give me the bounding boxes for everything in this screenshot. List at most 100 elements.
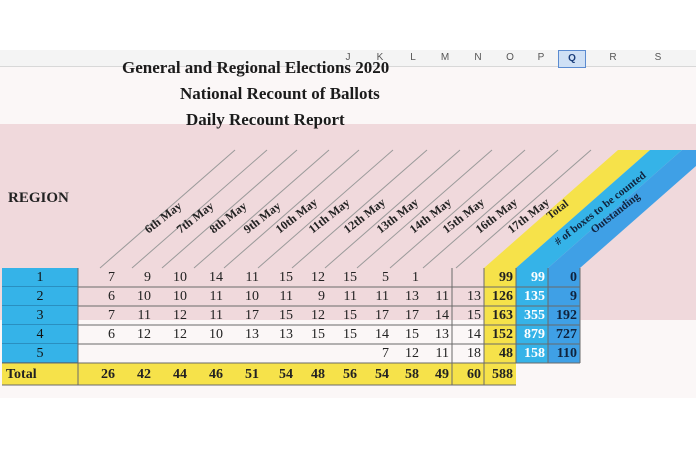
total-cell[interactable]: 126 (484, 287, 516, 306)
value-cell[interactable]: 6 (108, 327, 115, 342)
column-header-N[interactable]: N (474, 52, 482, 63)
total-value-cell[interactable]: 58 (405, 367, 419, 382)
value-cell[interactable]: 6 (108, 289, 115, 304)
total-row-background (2, 363, 516, 385)
column-header-P[interactable]: P (537, 52, 545, 63)
boxes-cell[interactable]: 158 (516, 344, 548, 363)
value-cell[interactable]: 11 (435, 289, 449, 304)
value-cell[interactable]: 12 (405, 346, 419, 361)
boxes-cell[interactable]: 99 (516, 268, 548, 287)
column-header-Q-selected[interactable]: Q (558, 50, 586, 68)
value-cell[interactable] (422, 268, 452, 287)
value-cell[interactable]: 13 (279, 327, 293, 342)
value-cell[interactable]: 10 (209, 327, 223, 342)
report-title-line-2: National Recount of Ballots (180, 84, 380, 103)
value-cell[interactable] (452, 268, 484, 287)
value-cell[interactable]: 12 (311, 270, 325, 285)
value-cell[interactable]: 11 (279, 289, 293, 304)
value-cell[interactable]: 15 (279, 270, 293, 285)
value-cell[interactable]: 15 (467, 308, 481, 323)
outstanding-cell[interactable]: 9 (548, 287, 580, 306)
column-header-S[interactable]: S (654, 52, 662, 63)
value-cell[interactable]: 17 (405, 308, 419, 323)
total-cell[interactable]: 99 (484, 268, 516, 287)
value-cell[interactable]: 7 (108, 270, 115, 285)
value-cell[interactable]: 5 (382, 270, 389, 285)
value-cell[interactable]: 13 (435, 327, 449, 342)
value-cell[interactable]: 1 (412, 270, 419, 285)
value-cell[interactable]: 15 (343, 270, 357, 285)
total-cell[interactable]: 48 (484, 344, 516, 363)
column-header-J[interactable]: J (345, 52, 351, 63)
boxes-cell[interactable]: 135 (516, 287, 548, 306)
value-cell[interactable]: 15 (343, 308, 357, 323)
value-cell[interactable]: 11 (245, 270, 259, 285)
value-cell[interactable]: 10 (173, 289, 187, 304)
column-header-R[interactable]: R (609, 52, 617, 63)
value-cell[interactable]: 17 (245, 308, 259, 323)
column-header-L[interactable]: L (410, 52, 416, 63)
region-cell[interactable]: 1 (2, 268, 78, 287)
total-value-cell[interactable]: 44 (173, 367, 187, 382)
total-value-cell[interactable]: 54 (375, 367, 389, 382)
total-value-cell[interactable]: 42 (137, 367, 151, 382)
total-cell[interactable]: 163 (484, 306, 516, 325)
total-value-cell[interactable]: 54 (279, 367, 293, 382)
value-cell[interactable]: 12 (173, 327, 187, 342)
value-cell[interactable]: 11 (435, 346, 449, 361)
outstanding-header-wedge (548, 150, 696, 268)
value-cell[interactable]: 11 (343, 289, 357, 304)
outstanding-cell[interactable]: 192 (548, 306, 580, 325)
value-cell[interactable]: 15 (405, 327, 419, 342)
value-cell[interactable]: 9 (318, 289, 325, 304)
value-cell[interactable]: 7 (108, 308, 115, 323)
value-cell[interactable]: 14 (435, 308, 449, 323)
value-cell[interactable]: 14 (467, 327, 481, 342)
value-cell[interactable]: 12 (173, 308, 187, 323)
value-cell[interactable]: 18 (467, 346, 481, 361)
total-value-cell[interactable]: 51 (245, 367, 259, 382)
value-cell[interactable]: 7 (382, 346, 389, 361)
value-cell[interactable]: 10 (137, 289, 151, 304)
value-cell[interactable]: 12 (311, 308, 325, 323)
value-cell[interactable]: 9 (144, 270, 151, 285)
total-row-label[interactable]: Total (6, 367, 37, 382)
grand-total-cell[interactable]: 588 (492, 367, 513, 382)
value-cell[interactable]: 15 (279, 308, 293, 323)
value-cell[interactable]: 13 (405, 289, 419, 304)
region-cell[interactable]: 2 (2, 287, 78, 306)
region-cell[interactable]: 5 (2, 344, 78, 363)
total-value-cell[interactable]: 46 (209, 367, 223, 382)
value-cell[interactable]: 11 (375, 289, 389, 304)
total-value-cell[interactable]: 60 (467, 367, 481, 382)
outstanding-cell[interactable]: 110 (548, 344, 580, 363)
value-cell[interactable]: 15 (311, 327, 325, 342)
region-cell[interactable]: 4 (2, 325, 78, 344)
spreadsheet-view: J K L M N O P Q R S General and R (0, 50, 696, 398)
value-cell[interactable]: 13 (245, 327, 259, 342)
outstanding-cell[interactable]: 0 (548, 268, 580, 287)
outstanding-cell[interactable]: 727 (548, 325, 580, 344)
boxes-cell[interactable]: 879 (516, 325, 548, 344)
total-value-cell[interactable]: 56 (343, 367, 357, 382)
total-value-cell[interactable]: 48 (311, 367, 325, 382)
column-header-K[interactable]: K (376, 52, 384, 63)
value-cell[interactable]: 15 (343, 327, 357, 342)
value-cell[interactable]: 10 (173, 270, 187, 285)
boxes-cell[interactable]: 355 (516, 306, 548, 325)
value-cell[interactable]: 14 (375, 327, 389, 342)
value-cell[interactable]: 12 (137, 327, 151, 342)
total-value-cell[interactable]: 26 (101, 367, 115, 382)
column-header-M[interactable]: M (440, 52, 450, 63)
value-cell[interactable]: 14 (209, 270, 223, 285)
total-value-cell[interactable]: 49 (435, 367, 449, 382)
value-cell[interactable]: 17 (375, 308, 389, 323)
total-cell[interactable]: 152 (484, 325, 516, 344)
value-cell[interactable]: 11 (137, 308, 151, 323)
value-cell[interactable]: 13 (467, 289, 481, 304)
value-cell[interactable]: 10 (245, 289, 259, 304)
value-cell[interactable]: 11 (209, 308, 223, 323)
column-header-O[interactable]: O (506, 52, 514, 63)
region-cell[interactable]: 3 (2, 306, 78, 325)
value-cell[interactable]: 11 (209, 289, 223, 304)
